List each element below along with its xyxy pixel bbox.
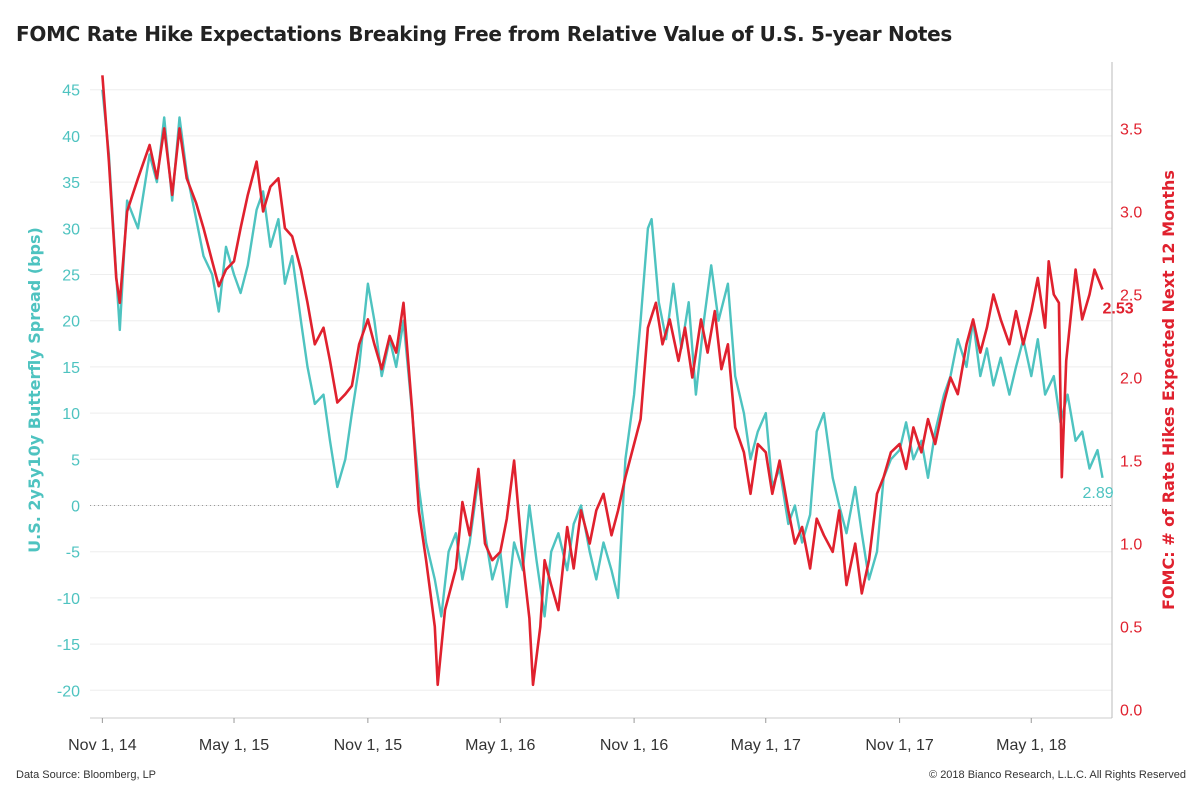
y-tick-left: 10 (62, 406, 80, 423)
y-tick-left: 35 (62, 175, 80, 192)
y-tick-right: 2.0 (1120, 371, 1142, 388)
x-tick-label: May 1, 18 (996, 737, 1066, 754)
x-tick-label: Nov 1, 14 (68, 737, 137, 754)
x-tick-label: Nov 1, 16 (600, 737, 669, 754)
y-tick-right: 3.5 (1120, 121, 1142, 138)
y-tick-right: 0.0 (1120, 703, 1142, 720)
y-tick-left: 25 (62, 268, 80, 285)
y-axis-right-label: FOMC: # of Rate Hikes Expected Next 12 M… (1159, 170, 1178, 610)
teal-end-label: 2.89 (1083, 485, 1114, 502)
y-tick-right: 1.0 (1120, 537, 1142, 554)
x-tick-label: May 1, 17 (731, 737, 801, 754)
y-tick-left: 20 (62, 314, 80, 331)
y-tick-right: 0.5 (1120, 620, 1142, 637)
y-tick-left: 40 (62, 129, 80, 146)
x-tick-label: May 1, 15 (199, 737, 269, 754)
series-lines (101, 75, 1104, 687)
y-tick-left: -15 (57, 637, 80, 654)
y-tick-left: -20 (57, 683, 80, 700)
y-tick-right: 2.5 (1120, 288, 1142, 305)
y-tick-left: 0 (71, 498, 80, 515)
red-end-label: 2.53 (1103, 301, 1134, 318)
y-tick-left: -5 (66, 545, 80, 562)
x-tick-label: Nov 1, 15 (334, 737, 403, 754)
y-tick-left: 30 (62, 221, 80, 238)
right-axis-ticks: 3.5 3.0 2.5 2.0 1.5 1.0 0.5 0.0 (1120, 121, 1142, 719)
y-tick-left: 45 (62, 83, 80, 100)
y-tick-right: 3.0 (1120, 204, 1142, 221)
y-tick-left: 15 (62, 360, 80, 377)
x-tick-label: Nov 1, 17 (865, 737, 934, 754)
y-tick-left: 5 (71, 452, 80, 469)
x-tick-label: May 1, 16 (465, 737, 535, 754)
rate-hikes-line (101, 75, 1104, 687)
x-axis-ticks: Nov 1, 14 May 1, 15 Nov 1, 15 May 1, 16 Nov … (68, 718, 1066, 754)
copyright: © 2018 Bianco Research, L.L.C. All Right… (929, 769, 1186, 781)
y-tick-left: -10 (57, 591, 80, 608)
data-source: Data Source: Bloomberg, LP (16, 769, 157, 781)
y-axis-left-label: U.S. 2y5y10y Butterfly Spread (bps) (25, 227, 44, 553)
left-axis-ticks: 45 40 35 30 25 20 15 10 5 0 -5 -10 -15 -20 (57, 83, 80, 701)
y-tick-right: 1.5 (1120, 454, 1142, 471)
butterfly-spread-line (101, 89, 1104, 618)
chart-title: FOMC Rate Hike Expectations Breaking Fre… (16, 22, 953, 46)
